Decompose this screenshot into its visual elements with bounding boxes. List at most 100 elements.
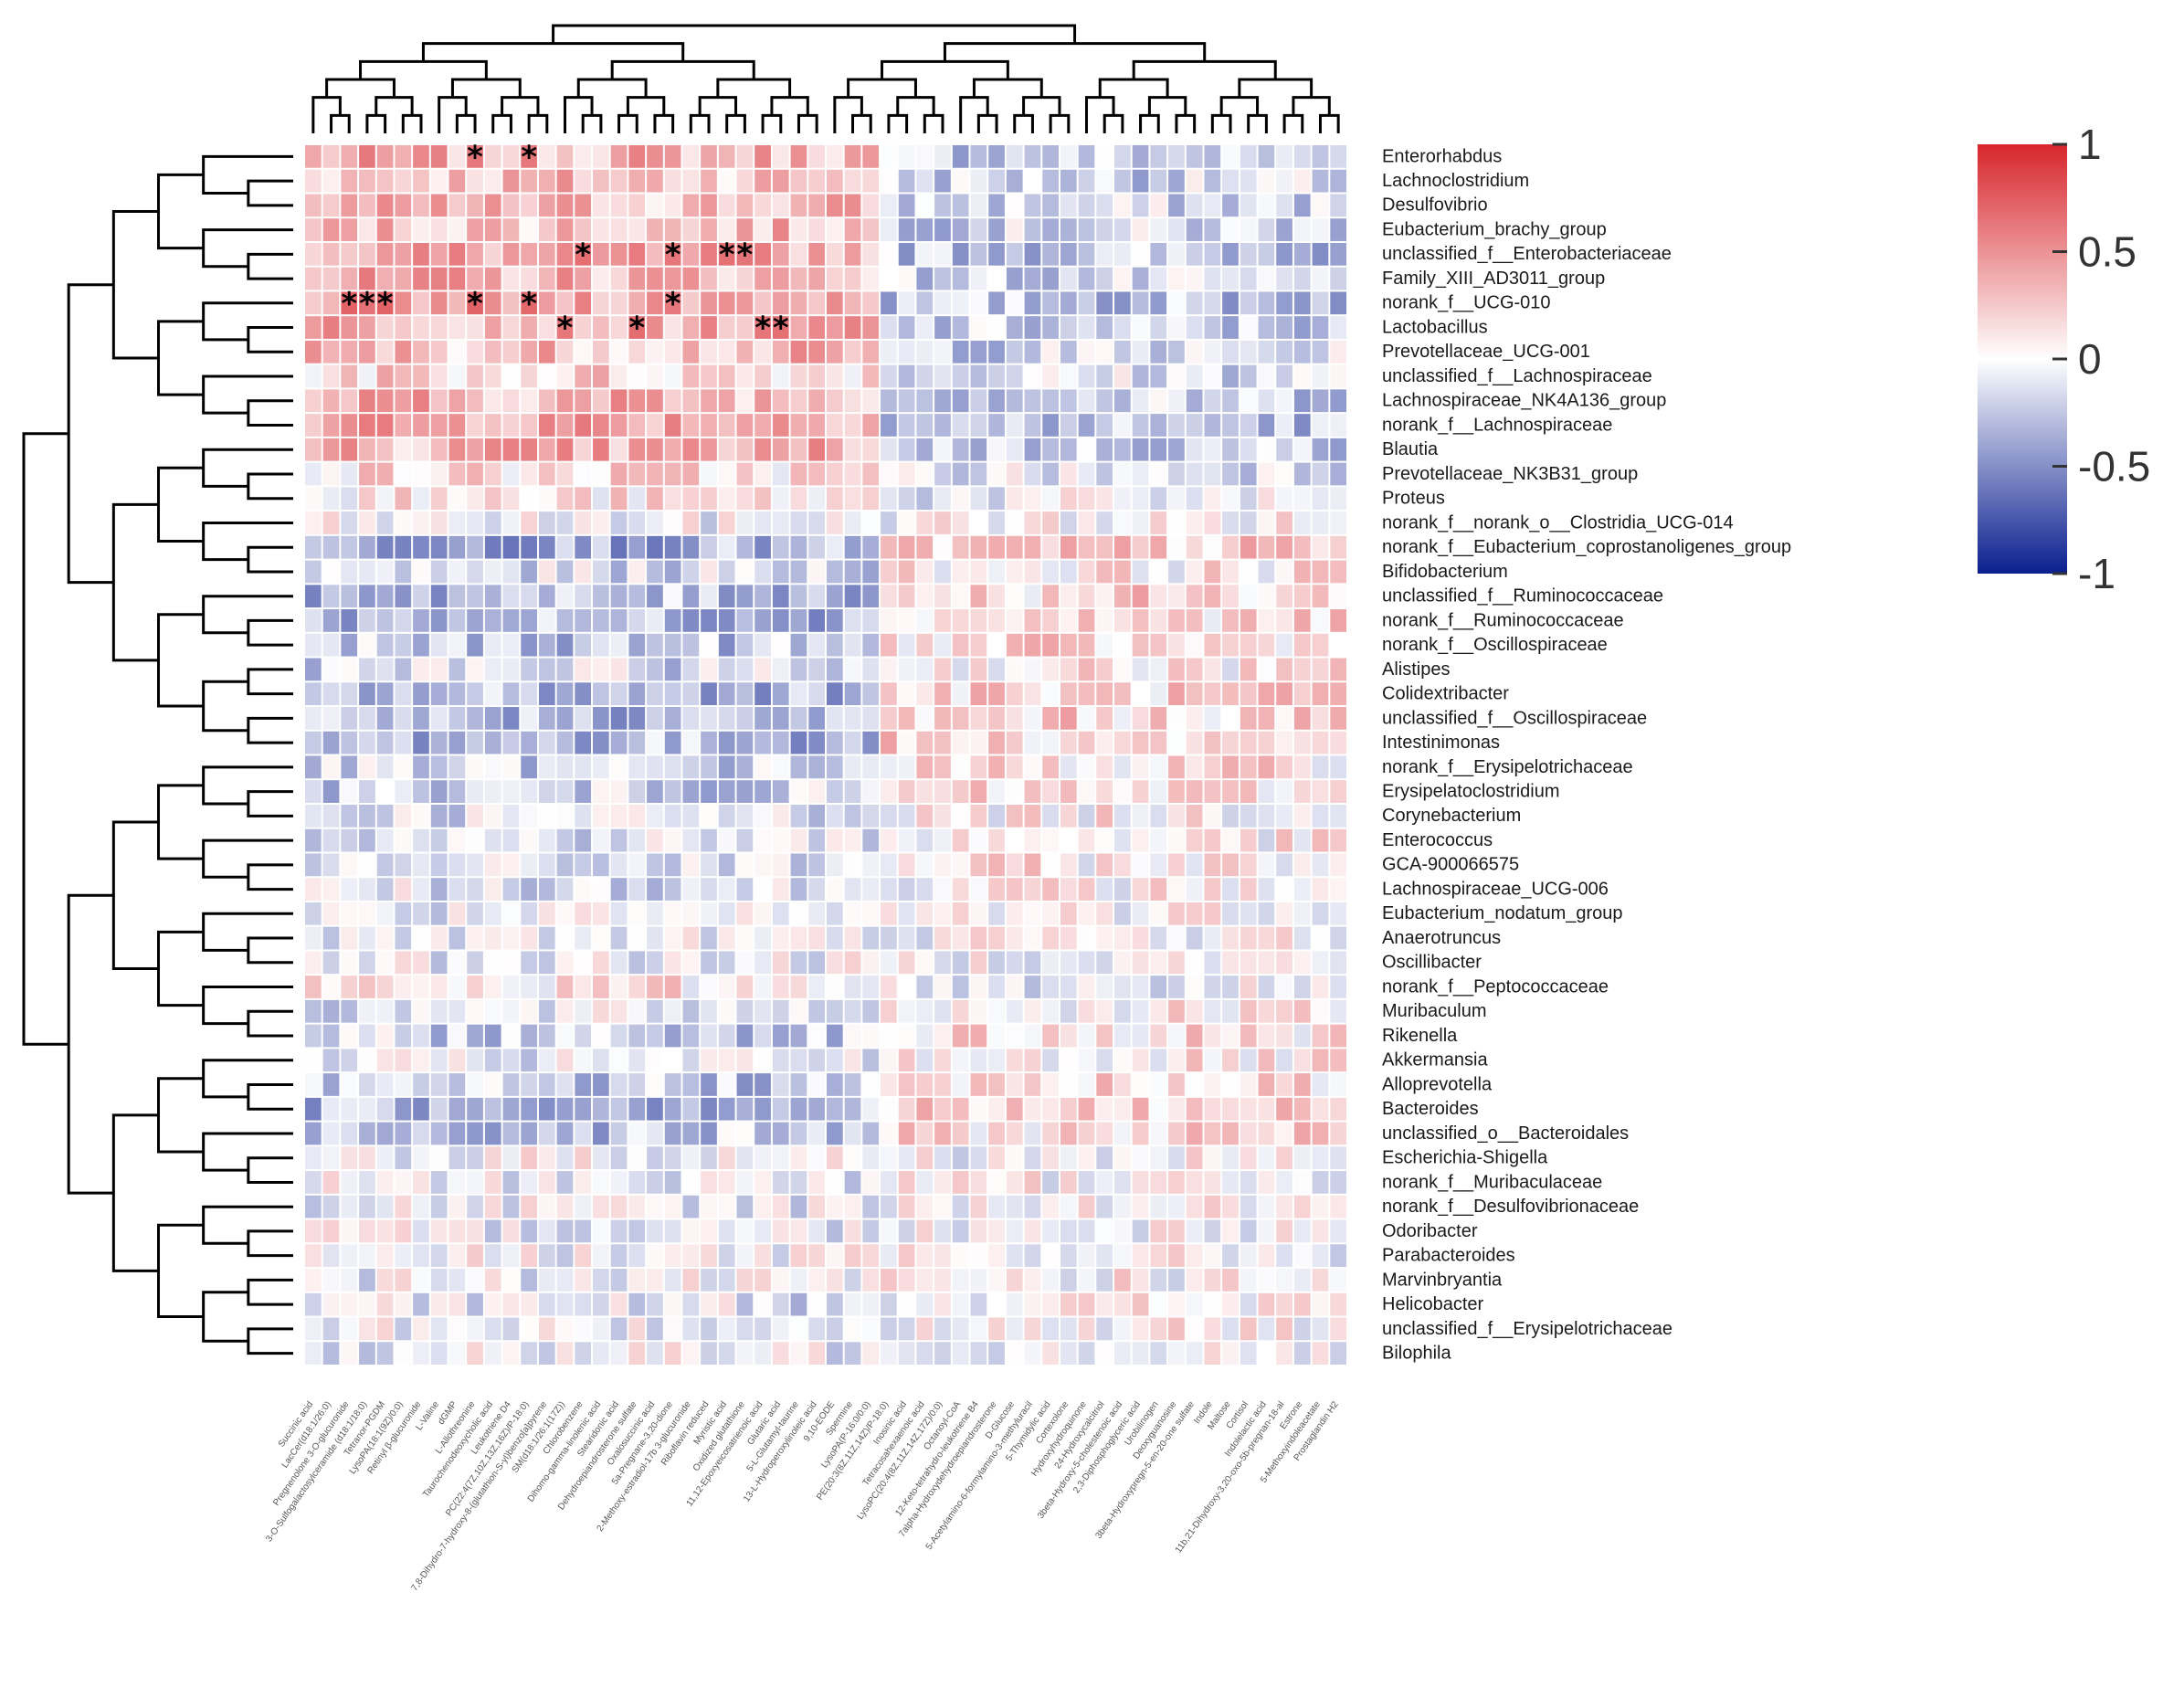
heatmap-cell [970,1342,987,1365]
heatmap-cell [430,755,448,779]
heatmap-cell [593,364,609,388]
heatmap-cell [1114,609,1131,632]
heatmap-cell [1006,535,1023,559]
heatmap-cell [1276,1317,1292,1341]
heatmap-cell [1060,878,1077,901]
heatmap-cell [934,316,951,339]
heatmap-cell [413,1073,429,1096]
heatmap-cell [575,1269,592,1292]
heatmap-cell [988,267,1005,290]
heatmap-cell [359,1195,375,1218]
heatmap-cell [916,1195,934,1218]
heatmap-cell [1132,731,1149,754]
heatmap-cell [430,682,448,706]
heatmap-cell [682,218,700,241]
heatmap-cell [1042,828,1059,852]
heatmap-cell [1204,1317,1221,1341]
heatmap-cell [844,1195,861,1218]
heatmap-cell [593,169,609,193]
heatmap-cell [1114,194,1131,217]
heatmap-cell [448,828,466,852]
heatmap-cell [1132,633,1149,657]
heatmap-cell [1168,731,1185,754]
heatmap-cell [664,1146,681,1170]
heatmap-cell [790,828,807,852]
heatmap-cell [1042,951,1059,975]
heatmap-cell [970,1122,987,1145]
heatmap-cell [1024,1342,1041,1365]
heatmap-cell [521,926,537,950]
heatmap-cell [448,951,466,975]
heatmap-cell [467,364,483,388]
heatmap-cell [1312,487,1329,511]
heatmap-cell [881,145,897,168]
heatmap-cell [736,828,754,852]
heatmap-cell [701,560,717,584]
heatmap-cell [844,609,861,632]
heatmap-cell [1132,1024,1149,1048]
heatmap-cell [1186,1073,1203,1096]
heatmap-cell [1168,242,1185,266]
heatmap-cell [521,853,537,877]
heatmap-cell [395,487,412,511]
heatmap-cell [484,1171,501,1194]
heatmap-cell [827,999,843,1023]
heatmap-cell [1078,145,1095,168]
heatmap-cell [467,389,483,413]
heatmap-cell [1276,560,1292,584]
heatmap-cell [502,755,520,779]
heatmap-cell [1258,976,1275,998]
heatmap-cell [916,512,934,534]
heatmap-cell [664,755,681,779]
heatmap-cell [628,926,646,950]
heatmap-cell [934,1342,951,1365]
heatmap-cell [862,1195,880,1218]
heatmap-cell [1276,389,1292,413]
heatmap-cell [754,1342,771,1365]
heatmap-cell [772,682,789,706]
heatmap-cell [610,1024,628,1048]
heatmap-cell [970,926,987,950]
heatmap-cell [1204,316,1221,339]
heatmap-cell [305,1097,322,1121]
row-label: Oscillibacter [1382,953,1482,973]
heatmap-cell [988,242,1005,266]
heatmap-cell [1006,340,1023,364]
heatmap-cell [1006,1073,1023,1096]
heatmap-cell [376,609,394,632]
heatmap-cell [1276,316,1292,339]
heatmap-cell [1060,853,1077,877]
row-label: GCA-900066575 [1382,855,1519,875]
heatmap-cell [1114,682,1131,706]
heatmap-cell [376,1244,394,1268]
heatmap-cell [790,1171,807,1194]
heatmap-cell [1168,560,1185,584]
heatmap-cell [305,853,322,877]
heatmap-cell [359,633,375,657]
significance-star: * [359,286,375,322]
heatmap-cell [1293,1146,1311,1170]
heatmap-cell [502,389,520,413]
heatmap-cell [448,535,466,559]
heatmap-cell [430,1219,448,1243]
row-label: Enterococcus [1382,830,1493,850]
heatmap-cell [772,1049,789,1072]
dendrogram-branch [552,24,1077,44]
heatmap-cell [881,169,897,193]
heatmap-cell [1060,316,1077,339]
heatmap-cell [844,267,861,290]
heatmap-cell [701,487,717,511]
heatmap-cell [538,878,555,901]
heatmap-cell [593,340,609,364]
heatmap-cell [790,1292,807,1316]
heatmap-cell [952,1219,969,1243]
dendrogram-branch [325,78,396,98]
heatmap-cell [538,267,555,290]
heatmap-cell [1293,169,1311,193]
heatmap-cell [593,291,609,315]
heatmap-cell [467,1097,483,1121]
heatmap-cell [502,1342,520,1365]
heatmap-cell [898,804,915,828]
heatmap-cell [1132,1049,1149,1072]
heatmap-cell [1222,804,1239,828]
